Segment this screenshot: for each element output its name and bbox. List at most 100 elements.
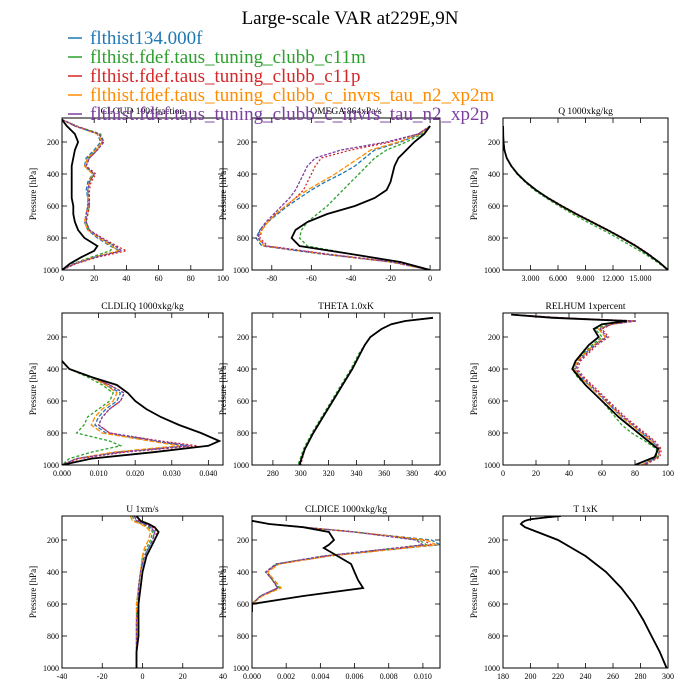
- y-tick-label: 800: [47, 632, 59, 641]
- series-line-4: [252, 520, 440, 612]
- y-tick-label: 400: [237, 170, 249, 179]
- y-tick-label: 600: [488, 397, 500, 406]
- x-tick-label: 80: [187, 274, 195, 283]
- panel-title: T 1xK: [573, 505, 598, 515]
- y-tick-label: 200: [488, 333, 500, 342]
- plot-frame: [61, 312, 224, 466]
- plot-frame: [61, 515, 224, 669]
- legend-entry-1: flthist134.000f: [68, 28, 203, 49]
- y-axis-label: Pressure [hPa]: [218, 363, 228, 415]
- y-tick-label: 200: [47, 333, 59, 342]
- y-tick-label: 600: [237, 202, 249, 211]
- y-tick-label: 200: [237, 536, 249, 545]
- series-line-2: [62, 119, 115, 270]
- legend-entry-4: flthist.fdef.taus_tuning_clubb_c_invrs_t…: [68, 85, 494, 106]
- x-tick-label: 300: [662, 672, 674, 681]
- x-tick-label: 360: [378, 469, 390, 478]
- x-tick-label: 380: [406, 469, 418, 478]
- y-axis-label: Pressure [hPa]: [218, 168, 228, 220]
- panel-title: Q 1000xkg/kg: [558, 107, 613, 117]
- x-tick-label: 6.000: [549, 274, 567, 283]
- y-tick-label: 400: [237, 568, 249, 577]
- x-tick-label: 340: [350, 469, 362, 478]
- panel-title: CLOUD 100xfraction: [101, 106, 185, 117]
- y-tick-label: 1000: [233, 266, 249, 275]
- x-tick-label: 280: [267, 469, 279, 478]
- y-tick-label: 200: [237, 138, 249, 147]
- y-axis-label: Pressure [hPa]: [469, 566, 479, 618]
- x-tick-label: 320: [323, 469, 335, 478]
- plot-frame: [251, 117, 441, 271]
- y-tick-label: 800: [237, 632, 249, 641]
- series-line-4: [511, 313, 661, 465]
- x-tick-label: 0.008: [380, 672, 398, 681]
- y-tick-label: 1000: [484, 664, 500, 673]
- plot-frame: [502, 312, 669, 466]
- x-tick-label: 40: [219, 672, 227, 681]
- y-tick-label: 800: [47, 234, 59, 243]
- y-axis-label: Pressure [hPa]: [28, 566, 38, 618]
- x-tick-label: 200: [525, 672, 537, 681]
- figure-title: Large-scale VAR at229E,9N: [242, 8, 459, 29]
- panel-title: OMEGA 864xPa/s: [310, 107, 382, 117]
- x-tick-label: 15.000: [630, 274, 652, 283]
- y-tick-label: 600: [237, 600, 249, 609]
- plot-frame: [502, 117, 669, 271]
- x-tick-label: -20: [97, 672, 108, 681]
- series-line-1: [255, 125, 431, 270]
- series-line-5: [519, 516, 668, 668]
- x-tick-label: -20: [385, 274, 396, 283]
- x-tick-label: 400: [434, 469, 446, 478]
- x-tick-label: 260: [607, 672, 619, 681]
- series-line-4: [62, 119, 120, 270]
- x-tick-label: 0.020: [126, 469, 144, 478]
- y-tick-label: 800: [488, 429, 500, 438]
- y-tick-label: 600: [488, 202, 500, 211]
- x-tick-label: 0: [501, 469, 505, 478]
- x-tick-label: 0.000: [53, 469, 71, 478]
- y-tick-label: 200: [488, 536, 500, 545]
- series-line-2: [511, 313, 658, 465]
- x-tick-label: 80: [631, 469, 639, 478]
- legend-label: flthist.fdef.taus_tuning_clubb_c11m: [90, 47, 366, 68]
- series-line-5: [62, 119, 124, 270]
- legend-label: flthist134.000f: [90, 28, 203, 49]
- series-group: [503, 125, 668, 270]
- control-line: [62, 360, 222, 465]
- x-tick-label: 0.010: [90, 469, 108, 478]
- legend: flthist134.000fflthist.fdef.taus_tuning_…: [68, 28, 494, 125]
- y-tick-label: 400: [47, 568, 59, 577]
- series-line-2: [297, 317, 434, 465]
- x-tick-label: 240: [580, 672, 592, 681]
- x-tick-label: 180: [497, 672, 509, 681]
- x-tick-label: 0.004: [311, 672, 329, 681]
- plot-frame: [502, 515, 669, 669]
- y-tick-label: 800: [488, 632, 500, 641]
- legend-entry-5: flthist.fdef.taus_tuning_clubb_c_invrs_t…: [68, 104, 489, 125]
- y-tick-label: 400: [488, 170, 500, 179]
- x-tick-label: 220: [552, 672, 564, 681]
- series-group: [62, 119, 129, 270]
- x-tick-label: 60: [155, 274, 163, 283]
- y-axis-label: Pressure [hPa]: [469, 363, 479, 415]
- legend-label: flthist.fdef.taus_tuning_clubb_c11p: [90, 66, 361, 87]
- series-line-2: [62, 360, 123, 465]
- series-line-5: [133, 516, 156, 668]
- series-line-1: [503, 125, 668, 270]
- series-line-2: [298, 125, 431, 270]
- panel-7: U 1xm/s 200 400 600 800 1000-40 -20 0 20 40 Pressu…: [28, 505, 227, 681]
- x-tick-label: 0.006: [346, 672, 364, 681]
- y-tick-label: 200: [237, 333, 249, 342]
- y-tick-label: 800: [47, 429, 59, 438]
- x-tick-label: 12.000: [602, 274, 624, 283]
- plot-frame: [251, 515, 441, 669]
- series-line-3: [503, 125, 668, 270]
- series-line-3: [259, 125, 431, 270]
- y-tick-label: 1000: [43, 664, 59, 673]
- y-tick-label: 800: [488, 234, 500, 243]
- series-line-5: [257, 125, 431, 270]
